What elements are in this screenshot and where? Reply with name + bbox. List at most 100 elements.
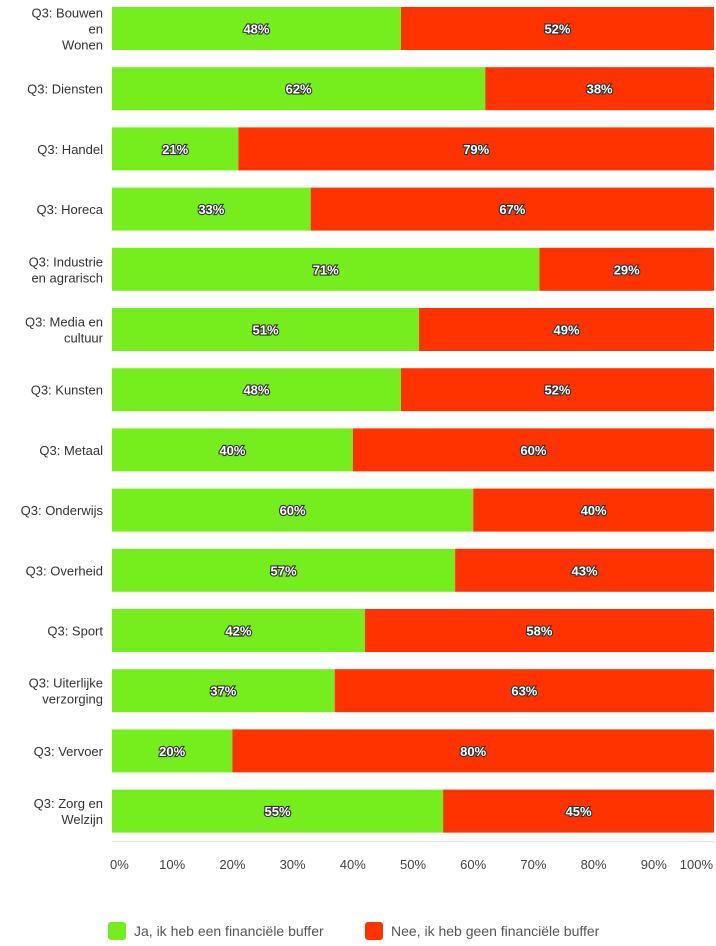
bar-ja-12[interactable] (112, 729, 233, 773)
category-label-10: Q3: Sport (47, 624, 103, 639)
bar-ja-9[interactable] (112, 548, 456, 592)
bar-ja-13[interactable] (112, 789, 444, 833)
category-label-line: Q3: Kunsten (31, 383, 103, 398)
category-label-line: Q3: Handel (37, 142, 103, 157)
x-tick-label-10: 100% (680, 857, 714, 872)
bar-nee-6[interactable] (400, 368, 714, 412)
category-labels: Q3: Bouwen en Wonen Q3: Diensten Q3: Handel Q… (21, 6, 104, 828)
legend-swatch-ja (108, 922, 126, 940)
data-label-nee-0: 52% (544, 22, 570, 37)
x-tick-label-5: 50% (400, 857, 426, 872)
bar-nee-2[interactable] (238, 127, 715, 171)
legend-item-nee[interactable]: Nee, ik heb geen financiële buffer (365, 922, 599, 940)
x-tick-label-0: 0% (110, 857, 129, 872)
data-label-ja-10: 42% (225, 624, 251, 639)
category-label-line: Q3: Media en (25, 315, 103, 330)
data-label-ja-12: 20% (159, 744, 185, 759)
data-label-ja-2: 21% (162, 142, 188, 157)
data-label-ja-4: 71% (313, 262, 339, 277)
bar-nee-12[interactable] (232, 729, 714, 773)
x-tick-label-8: 80% (581, 857, 607, 872)
bar-nee-7[interactable] (352, 428, 714, 472)
data-label-nee-2: 79% (463, 142, 489, 157)
bar-nee-3[interactable] (310, 187, 714, 231)
category-label-line: en (89, 22, 103, 37)
data-label-nee-13: 45% (566, 804, 592, 819)
stacked-bar-chart: 48% 52% 62% 38% 21% 79% 33% 67% 71% 29% 51% 49% 48% 5… (21, 6, 715, 872)
category-label-line: Q3: Horeca (37, 202, 104, 217)
bar-ja-5[interactable] (112, 308, 420, 351)
bar-nee-11[interactable] (334, 669, 714, 713)
x-tick-label-7: 70% (520, 857, 546, 872)
category-label-1: Q3: Diensten (27, 82, 103, 97)
category-label-4: Q3: Industrie en agrarisch (29, 254, 103, 285)
data-label-ja-9: 57% (271, 563, 297, 578)
category-label-line: Q3: Industrie (29, 254, 103, 269)
data-label-ja-7: 40% (219, 443, 245, 458)
x-axis: 0% 10% 20% 30% 40% 50% 60% 70% 80% 90% 100% (110, 841, 714, 872)
data-label-nee-9: 43% (572, 563, 598, 578)
data-label-nee-4: 29% (614, 262, 640, 277)
category-label-line: Q3: Zorg en (34, 796, 103, 811)
bar-nee-8[interactable] (473, 488, 714, 532)
legend: Ja, ik heb een financiële buffer Nee, ik… (0, 922, 716, 946)
bar-nee-0[interactable] (400, 7, 714, 50)
category-label-line: Q3: Uiterlijke (29, 676, 103, 691)
bar-nee-13[interactable] (443, 789, 714, 833)
bar-ja-1[interactable] (112, 67, 486, 111)
x-tick-label-9: 90% (641, 857, 667, 872)
data-label-ja-1: 62% (286, 82, 312, 97)
category-label-0: Q3: Bouwen en Wonen (31, 6, 103, 53)
category-label-12: Q3: Vervoer (34, 744, 104, 759)
x-tick-label-6: 60% (460, 857, 486, 872)
bar-nee-1[interactable] (485, 67, 714, 111)
data-label-nee-6: 52% (544, 383, 570, 398)
category-label-line: Q3: Overheid (26, 563, 103, 578)
legend-swatch-nee (365, 922, 383, 940)
legend-label-nee: Nee, ik heb geen financiële buffer (391, 923, 600, 939)
bar-ja-0[interactable] (112, 7, 401, 50)
category-label-3: Q3: Horeca (37, 202, 104, 217)
bar-ja-11[interactable] (112, 669, 335, 713)
data-label-nee-1: 38% (587, 82, 613, 97)
bar-nee-9[interactable] (455, 548, 714, 592)
category-label-line: Q3: Onderwijs (21, 503, 104, 518)
bar-nee-10[interactable] (364, 609, 714, 652)
bar-ja-10[interactable] (112, 609, 365, 652)
category-label-line: verzorging (42, 692, 103, 707)
bar-ja-6[interactable] (112, 368, 401, 412)
bar-ja-7[interactable] (112, 428, 353, 472)
category-label-line: Q3: Sport (47, 624, 103, 639)
bar-nee-4[interactable] (539, 247, 714, 291)
data-label-ja-8: 60% (280, 503, 306, 518)
bar-ja-4[interactable] (112, 247, 540, 291)
bar-ja-3[interactable] (112, 187, 311, 231)
category-label-line: Welzijn (61, 812, 103, 827)
category-label-6: Q3: Kunsten (31, 383, 103, 398)
bar-ja-2[interactable] (112, 127, 239, 171)
category-label-8: Q3: Onderwijs (21, 503, 104, 518)
data-label-ja-13: 55% (265, 804, 291, 819)
x-tick-label-1: 10% (159, 857, 185, 872)
data-label-ja-0: 48% (243, 22, 269, 37)
category-label-7: Q3: Metaal (39, 443, 103, 458)
category-label-line: cultuur (64, 331, 104, 346)
data-label-nee-11: 63% (511, 684, 537, 699)
data-label-nee-5: 49% (553, 323, 579, 338)
category-label-line: Wonen (62, 38, 103, 53)
data-label-ja-5: 51% (252, 323, 278, 338)
bar-ja-8[interactable] (112, 488, 474, 532)
bar-nee-5[interactable] (419, 308, 714, 351)
x-tick-label-2: 20% (219, 857, 245, 872)
x-tick-label-4: 40% (340, 857, 366, 872)
category-label-line: en agrarisch (31, 270, 103, 285)
data-label-nee-12: 80% (460, 744, 486, 759)
data-label-nee-8: 40% (581, 503, 607, 518)
bars-group: 48% 52% 62% 38% 21% 79% 33% 67% 71% 29% 51% 49% 48% 5… (112, 7, 715, 833)
category-label-2: Q3: Handel (37, 142, 103, 157)
data-label-ja-3: 33% (198, 202, 224, 217)
legend-label-ja: Ja, ik heb een financiële buffer (134, 923, 324, 939)
data-label-ja-6: 48% (243, 383, 269, 398)
legend-item-ja[interactable]: Ja, ik heb een financiële buffer (108, 922, 324, 940)
data-label-ja-11: 37% (210, 684, 236, 699)
